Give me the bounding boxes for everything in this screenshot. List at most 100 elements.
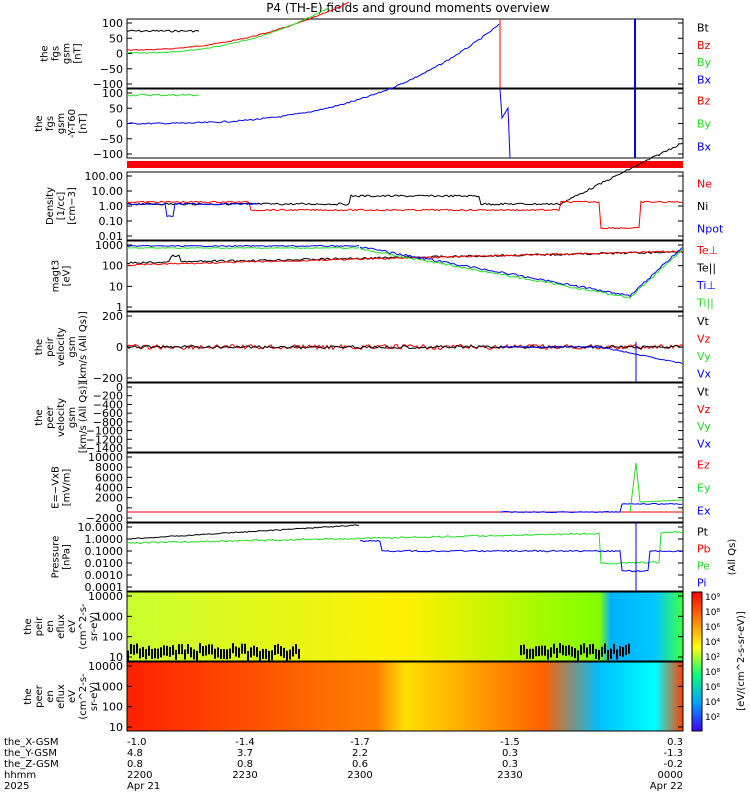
side-note: (All Qs) xyxy=(727,539,738,576)
tick-label: 10000 xyxy=(88,660,123,673)
tick-label: 0.10 xyxy=(99,215,124,228)
x-row-label: hhmm xyxy=(4,770,36,781)
spectrogram-noise xyxy=(163,645,165,656)
spectrogram-noise xyxy=(148,645,150,656)
y-label-line: eflux xyxy=(56,614,67,639)
spectrogram-noise xyxy=(217,647,219,658)
tick-label: 0.0100 xyxy=(85,557,124,570)
spectrogram-noise xyxy=(250,647,252,658)
y-label-line: the xyxy=(34,115,45,131)
tick-label: 6000 xyxy=(95,471,123,484)
tick-label: −1000 xyxy=(86,425,123,438)
spectrogram-noise xyxy=(550,647,552,658)
spectrogram-noise xyxy=(247,650,249,661)
x-tick-label: 2.2 xyxy=(352,748,368,759)
series-Ey xyxy=(629,462,684,513)
spectrogram-noise xyxy=(142,647,144,658)
y-label-line: [km/s (All Qs)] xyxy=(78,382,89,454)
y-axis-label: the peir en eflux eV (cm^2-s-sr-eV) xyxy=(23,603,100,650)
tick-label: −600 xyxy=(93,407,123,420)
spectrogram-noise xyxy=(256,647,258,658)
spectrogram-noise xyxy=(589,644,591,655)
x-tick-label: 3.7 xyxy=(237,748,253,759)
y-label-line: -Y-T60 xyxy=(67,109,78,138)
legend-entry: Te|| xyxy=(696,261,716,274)
tick-label: 1.0000 xyxy=(85,533,124,546)
y-axis-label: the peer velocity gsm [km/s (All Qs)] xyxy=(34,382,89,454)
legend-entry: Ti⊥ xyxy=(696,279,716,292)
legend-entry: By xyxy=(697,118,712,131)
tick-label: 100 xyxy=(102,701,123,714)
spectrogram-noise xyxy=(571,646,573,657)
y-axis-label: Pressure [nPa] xyxy=(51,536,73,579)
series-Npot xyxy=(126,202,260,218)
spectrogram-noise xyxy=(160,647,162,658)
y-label-line: eV xyxy=(67,620,78,633)
panel-temp: 1000 100 10 1 magt3 [eV] Te⊥ Te|| Ti⊥ Ti|| xyxy=(51,239,719,314)
colorbar-label-text: [eV/(cm^2-s-sr-eV)] xyxy=(736,611,747,711)
series-By xyxy=(126,6,330,54)
spectrogram-noise xyxy=(151,648,153,659)
y-axis-label: the fgs gsm -Y-T60 [nT] xyxy=(34,109,89,138)
series-Bt xyxy=(126,29,200,33)
x-tick-label: 0.6 xyxy=(352,759,368,770)
colorbar-tick: 10² xyxy=(705,653,720,663)
spectrogram-noise xyxy=(601,646,603,657)
y-label-line: [nPa] xyxy=(62,544,73,570)
spectrogram-noise xyxy=(628,643,630,654)
panel-frame xyxy=(126,522,684,592)
tick-label: 8000 xyxy=(95,461,123,474)
spectrogram-noise xyxy=(271,650,273,661)
y-label-line: the xyxy=(40,45,51,61)
legend-entry: Pi xyxy=(697,577,706,590)
spectrogram-noise xyxy=(157,648,159,659)
series-Pt xyxy=(126,524,360,540)
panel-frame xyxy=(126,591,684,662)
tick-label: 100.00 xyxy=(85,170,124,183)
tick-label: 0 xyxy=(116,48,123,61)
spectrogram-noise xyxy=(187,643,189,654)
spectrogram-noise xyxy=(568,645,570,656)
y-label-line: (cm^2-s- xyxy=(78,673,89,720)
spectrogram-noise xyxy=(220,649,222,660)
tick-label: 1000 xyxy=(95,610,123,623)
spectrogram-noise xyxy=(265,648,267,659)
spectrogram-noise xyxy=(556,647,558,658)
legend-entry: Pb xyxy=(697,543,711,556)
series-Pi xyxy=(359,539,683,573)
y-label-line: eV xyxy=(67,690,78,703)
tick-label: −1200 xyxy=(86,433,123,446)
y-label-line: en xyxy=(45,620,56,633)
y-axis-label: the peir velocity gsm [km/s (All Qs)] xyxy=(34,311,89,383)
spectrogram-noise xyxy=(190,647,192,658)
legend-entry: Vy xyxy=(697,350,711,363)
panel-frame xyxy=(126,382,684,453)
series-Bx xyxy=(126,23,500,125)
y-label-line: [1/cc] xyxy=(56,192,67,221)
y-label-line: peer xyxy=(45,405,56,429)
spectrogram-noise xyxy=(526,648,528,659)
series-Te-par xyxy=(126,250,684,265)
spectrogram-noise xyxy=(604,643,606,654)
tick-label: 100 xyxy=(102,631,123,644)
spectrogram-noise xyxy=(226,649,228,660)
y-label-line: eflux xyxy=(56,684,67,709)
legend-entry: By xyxy=(697,56,712,69)
spectrogram-noise xyxy=(562,645,564,656)
y-label-line: sr-eV) xyxy=(89,682,100,711)
spectrogram-noise xyxy=(598,649,600,660)
tick-label: −50 xyxy=(100,63,123,76)
legend-entry: Vt xyxy=(697,315,710,328)
spectrogram-noise xyxy=(196,650,198,661)
spectrogram-noise xyxy=(253,645,255,656)
tick-label: 2000 xyxy=(95,492,123,505)
spectrogram-noise xyxy=(139,648,141,659)
colorbar-tick: 10⁶ xyxy=(705,683,720,693)
legend-entry: Te⊥ xyxy=(696,244,718,257)
x-tick-label: 0.3 xyxy=(667,737,683,748)
panel-frame xyxy=(126,88,684,159)
tick-label: 10000 xyxy=(88,590,123,603)
spectrogram-noise xyxy=(154,648,156,659)
spectrogram-noise xyxy=(559,643,561,654)
